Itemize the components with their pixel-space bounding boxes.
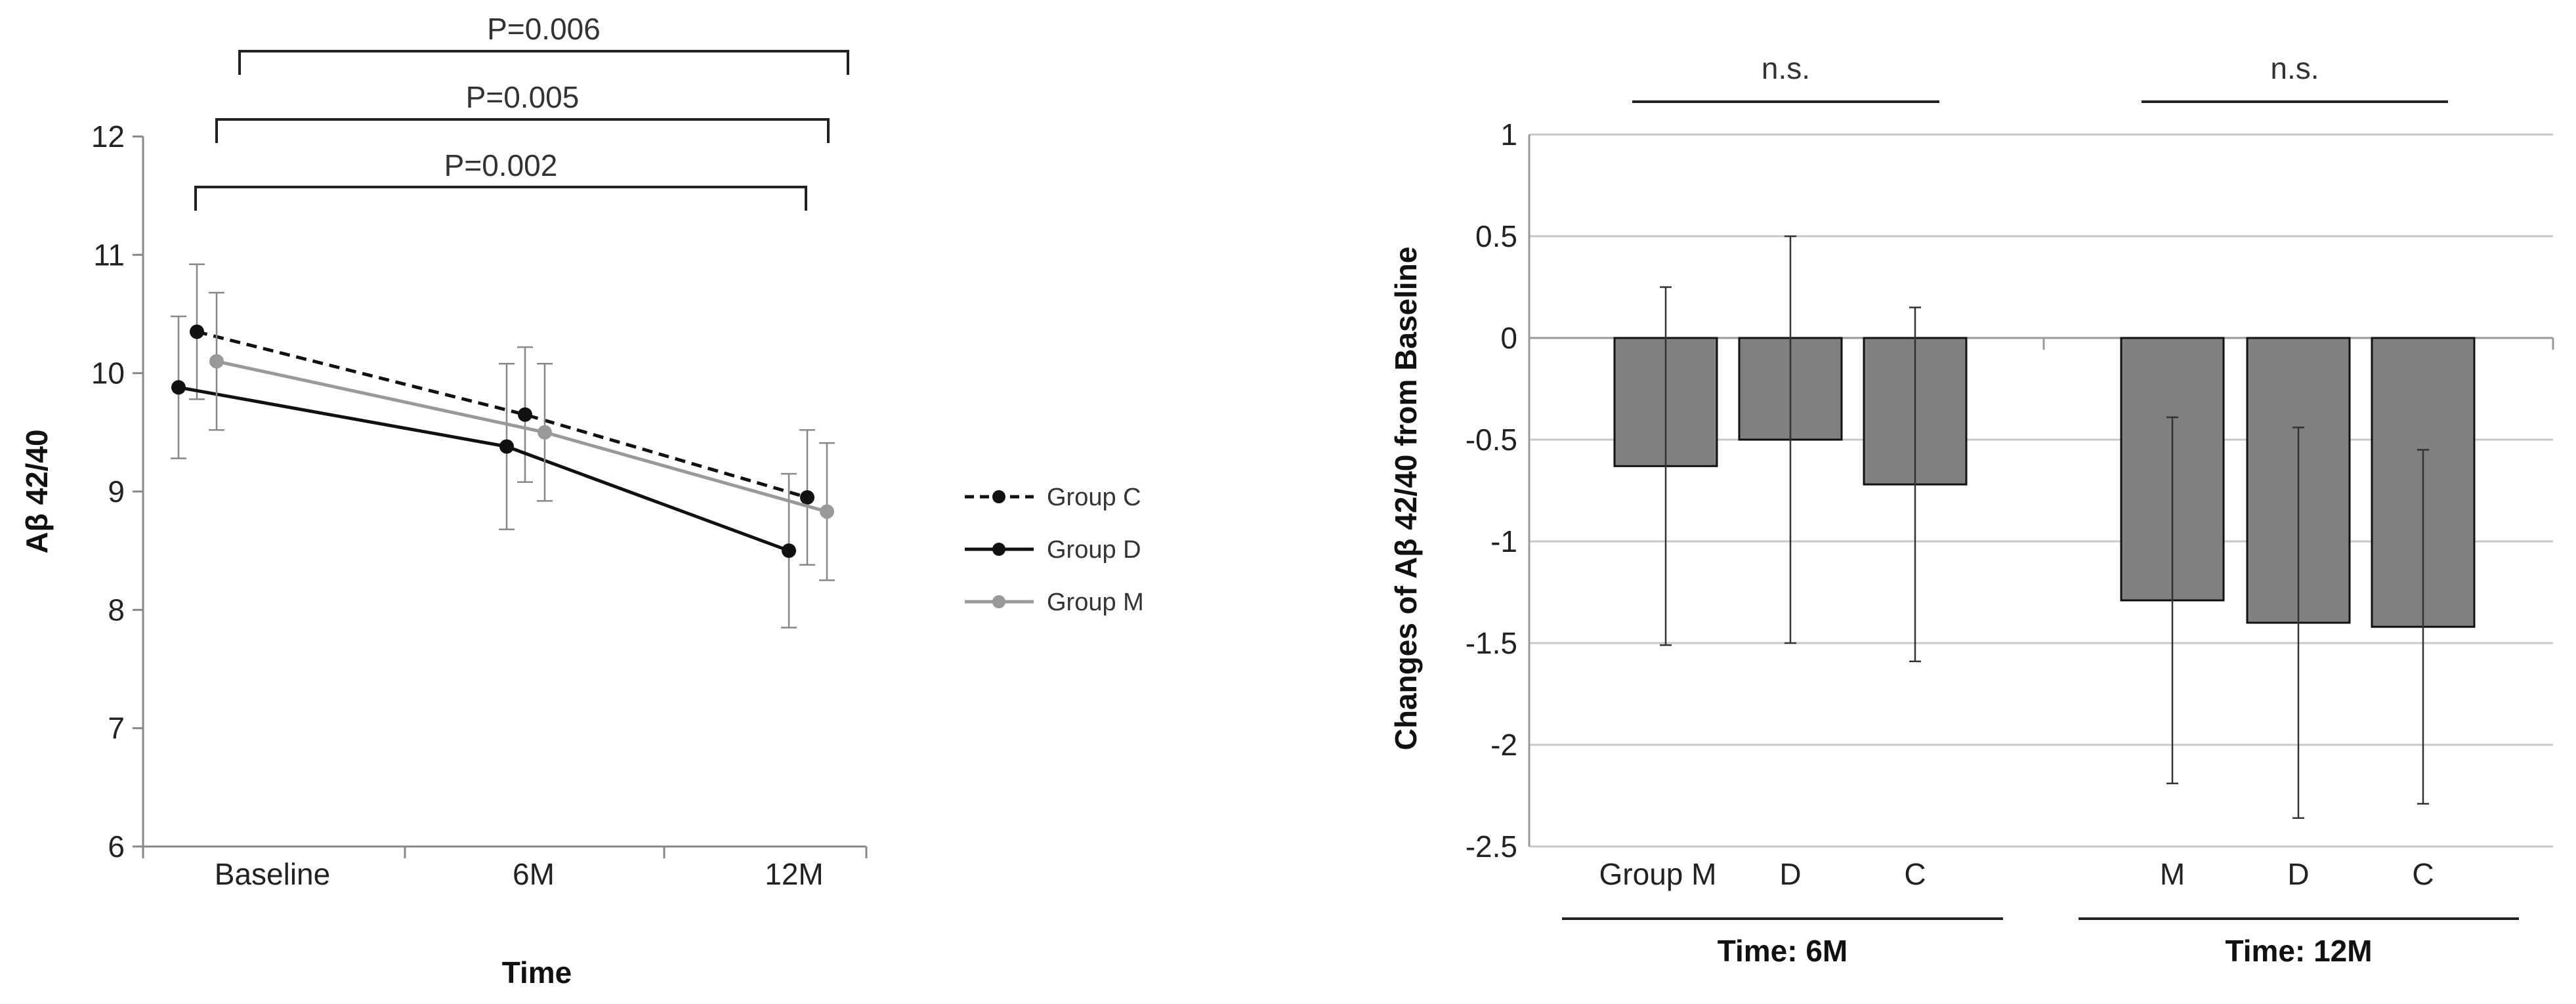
y-axis-title: Changes of Aβ 42/40 from Baseline: [1389, 247, 1423, 751]
y-tick-label: 1: [1500, 117, 1517, 152]
data-point: [499, 439, 514, 454]
line-chart: 6 7 8 9 10 11 12 Baseline 6M 12M Time Aβ 42/40 Group…: [20, 12, 1144, 990]
significance-bracket: [215, 118, 830, 143]
legend-marker: [992, 543, 1005, 556]
y-tick-label: -1.5: [1466, 626, 1517, 660]
x-tick-label: C: [1904, 857, 1926, 891]
x-tick-label: 6M: [513, 857, 555, 891]
y-tick-label: -2: [1490, 728, 1517, 762]
legend-marker: [992, 490, 1005, 503]
data-point: [782, 543, 796, 558]
p-value-label: P=0.006: [487, 12, 601, 46]
y-tick-label: 6: [108, 829, 125, 864]
data-point: [209, 354, 224, 369]
group-label: Time: 6M: [1718, 934, 1848, 968]
x-tick-label: D: [2287, 857, 2309, 891]
y-axis-title: Aβ 42/40: [20, 429, 54, 553]
y-tick-label: 12: [91, 119, 125, 154]
significance-label: n.s.: [2270, 51, 2319, 85]
x-tick-label: M: [2160, 857, 2185, 891]
significance-label: n.s.: [1762, 51, 1810, 85]
legend-label: Group D: [1047, 536, 1141, 564]
x-tick-label: 12M: [765, 857, 823, 891]
y-tick-label: 7: [108, 711, 125, 745]
y-tick-label: 9: [108, 474, 125, 509]
x-tick-label: C: [2412, 857, 2434, 891]
y-tick-label: -1: [1490, 524, 1517, 558]
p-value-label: P=0.002: [444, 148, 558, 182]
data-point: [820, 504, 834, 519]
data-point: [190, 324, 204, 339]
p-value-label: P=0.005: [466, 80, 580, 114]
y-tick-label: -0.5: [1466, 423, 1517, 457]
x-tick-label: Group M: [1599, 857, 1717, 891]
data-point: [171, 380, 186, 395]
legend-marker: [992, 595, 1005, 608]
y-tick-label: -2.5: [1466, 829, 1517, 864]
y-tick-label: 0.5: [1475, 219, 1517, 253]
x-tick-label: D: [1779, 857, 1801, 891]
group-label: Time: 12M: [2225, 934, 2372, 968]
series-line: [178, 385, 790, 553]
legend-label: Group C: [1047, 484, 1141, 511]
significance-bracket: [238, 50, 849, 75]
y-tick-label: 0: [1500, 321, 1517, 355]
significance-bracket: [194, 186, 807, 211]
y-tick-label: 10: [91, 356, 125, 390]
data-point: [518, 407, 532, 422]
data-point: [800, 490, 814, 505]
x-axis-title: Time: [502, 955, 572, 990]
x-tick-label: Baseline: [215, 857, 330, 891]
series-line: [216, 360, 828, 514]
data-point: [538, 425, 552, 440]
y-tick-label: 8: [108, 593, 125, 627]
series-line: [196, 330, 808, 499]
bar-chart: -2.5 -2 -1.5 -1 -0.5 0 0.5 1 Changes of Aβ 42/40…: [1389, 51, 2554, 968]
y-tick-label: 11: [93, 238, 125, 272]
legend-label: Group M: [1047, 589, 1144, 616]
